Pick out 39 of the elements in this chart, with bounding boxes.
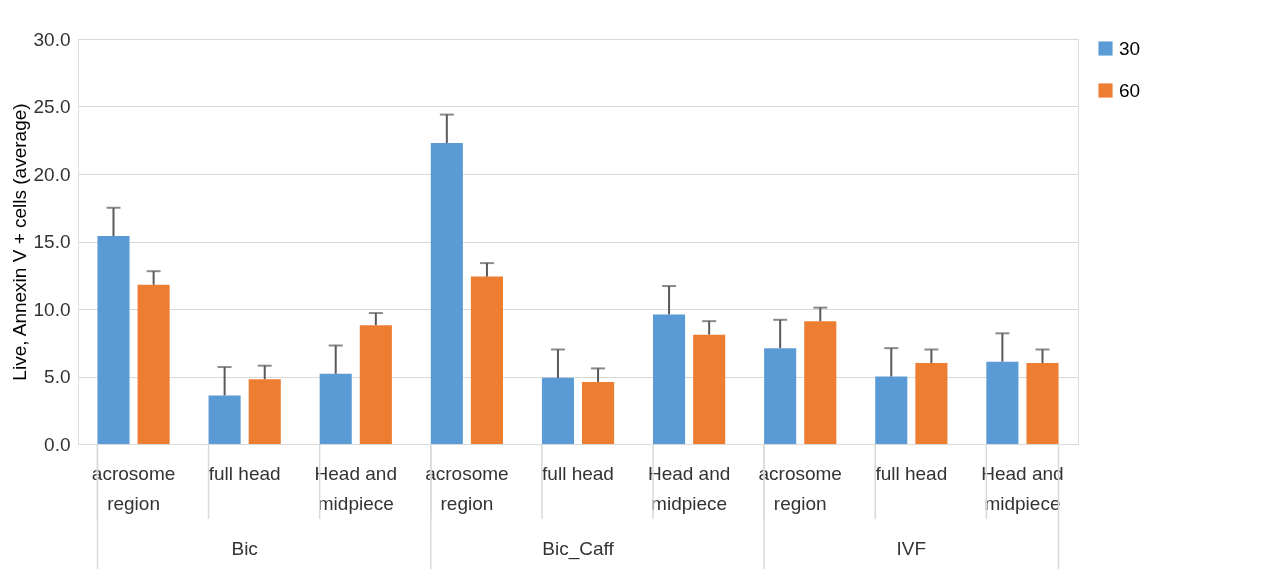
bar [470, 276, 503, 444]
bar [359, 325, 392, 444]
bar [986, 361, 1019, 444]
y-tick-label: 20.0 [33, 163, 71, 185]
bar [319, 373, 352, 444]
legend-label: 30 [1119, 37, 1141, 59]
y-tick-label: 30.0 [33, 28, 71, 50]
bar [875, 376, 908, 444]
x-tick-label: full head [875, 462, 948, 484]
y-tick-label: 25.0 [33, 96, 71, 117]
y-tick-label: 15.0 [33, 231, 71, 252]
bar [582, 381, 615, 444]
bar [208, 395, 241, 444]
x-tick-label: full head [542, 462, 614, 484]
x-tick-label: Head and midpiece [314, 462, 397, 514]
x-tick-label: acrosome region [91, 462, 176, 514]
bar [248, 379, 281, 444]
y-tick-label: 5.0 [44, 366, 71, 387]
bar [97, 236, 130, 444]
bar [541, 377, 574, 444]
legend-label: 60 [1119, 79, 1141, 101]
bar [915, 363, 948, 444]
x-tick-label: Head and midpiece [647, 462, 731, 514]
text: IVF [896, 538, 927, 559]
bar [430, 142, 463, 444]
bar [804, 321, 837, 444]
bar [653, 314, 686, 444]
y-axis-title: Live, Annexin V + cells (average) [8, 103, 30, 381]
text: Bic_Caff [542, 538, 615, 560]
bar [764, 348, 797, 444]
bar [1026, 363, 1059, 444]
y-tick-label: 0.0 [44, 433, 71, 455]
text: Bic [231, 538, 258, 559]
bar [137, 284, 170, 444]
y-tick-label: 10.0 [33, 298, 71, 320]
x-tick-label: full head [208, 462, 281, 484]
x-tick-label: acrosome region [425, 462, 509, 514]
bar [693, 334, 726, 444]
x-tick-label: acrosome region [758, 462, 842, 514]
